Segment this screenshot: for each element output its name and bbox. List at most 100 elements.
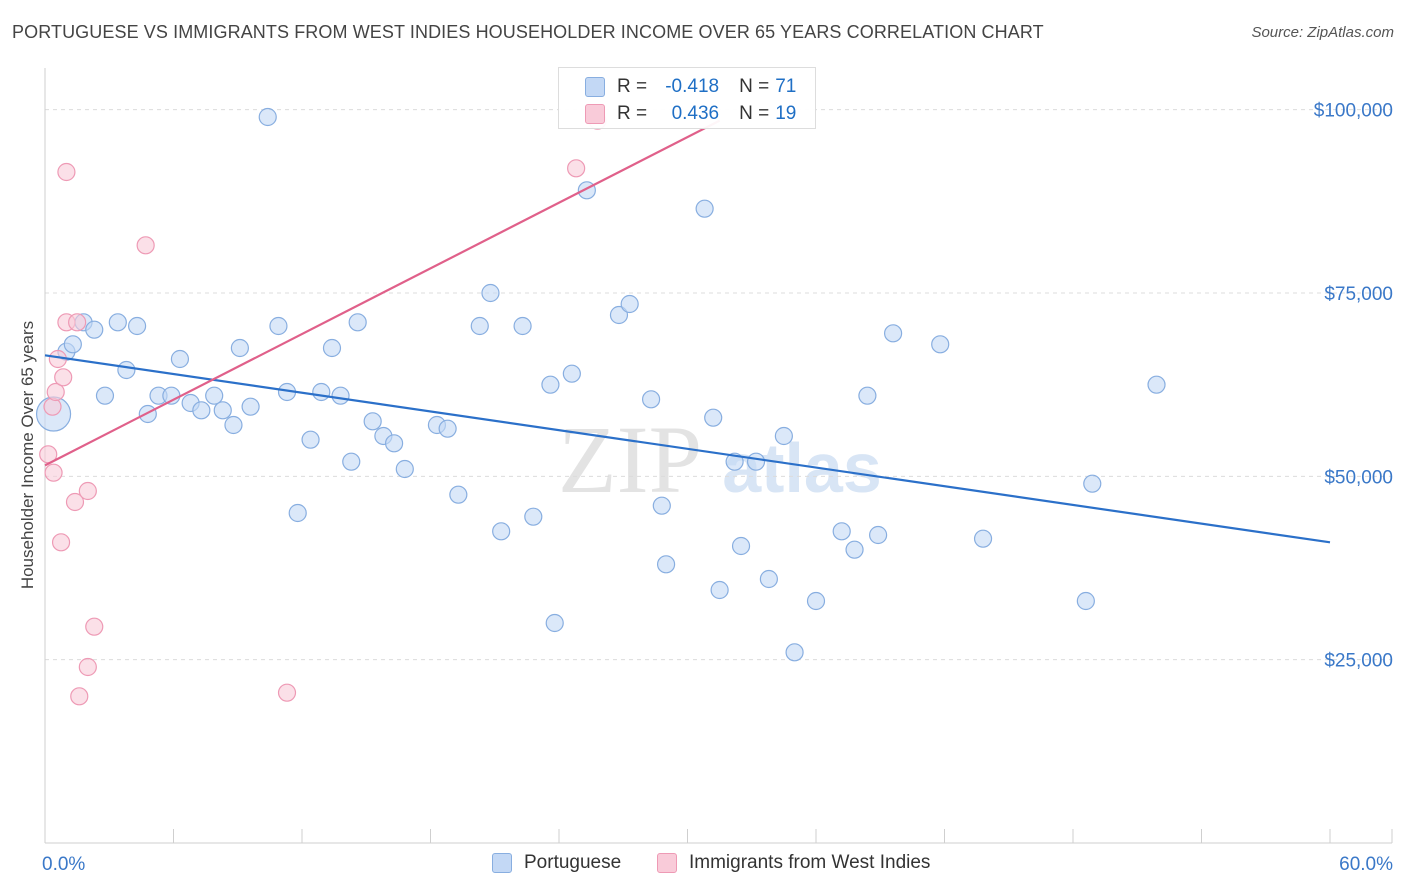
portuguese-point <box>513 316 532 336</box>
portuguese-point <box>973 529 993 548</box>
legend-r-label: R = <box>617 76 648 97</box>
legend-swatch-pink <box>585 104 605 124</box>
west-indies-point <box>54 368 73 387</box>
portuguese-point <box>342 452 361 471</box>
legend-item-portuguese[interactable]: Portuguese <box>492 852 621 874</box>
legend-item-west-indies[interactable]: Immigrants from West Indies <box>657 852 930 874</box>
portuguese-point <box>710 580 729 600</box>
portuguese-point <box>108 313 127 332</box>
portuguese-point <box>288 503 307 523</box>
portuguese-point <box>117 360 136 380</box>
portuguese-point <box>492 522 511 541</box>
portuguese-point <box>845 540 864 559</box>
portuguese-point <box>858 386 877 405</box>
y-tick-label: $25,000 <box>1324 651 1393 672</box>
legend-row-portuguese: R = -0.418 N = 71 <box>585 74 796 100</box>
west-indies-point <box>65 492 85 512</box>
portuguese-point <box>652 496 671 515</box>
portuguese-point <box>127 316 147 336</box>
legend-r-value: -0.418 <box>665 76 720 97</box>
portuguese-point <box>63 335 82 354</box>
portuguese-point <box>869 525 888 545</box>
portuguese-point <box>883 324 903 343</box>
portuguese-point <box>656 555 676 574</box>
west-indies-point <box>78 481 97 501</box>
portuguese-point <box>541 375 560 394</box>
legend-swatch-pink <box>657 853 677 873</box>
portuguese-point <box>213 401 232 420</box>
portuguese-point <box>481 283 500 303</box>
west-indies-point <box>68 313 87 332</box>
west-indies-point <box>85 617 104 636</box>
y-tick-labels: $100,000 $75,000 $50,000 $25,000 <box>1314 101 1393 672</box>
portuguese-point <box>562 364 581 383</box>
legend-n-label: N = <box>739 103 770 124</box>
portuguese-point <box>641 390 661 409</box>
portuguese-point <box>1147 375 1166 394</box>
portuguese-point <box>192 401 211 420</box>
watermark-atlas: atlas <box>722 429 882 507</box>
portuguese-point <box>348 313 367 332</box>
portuguese-point <box>759 569 778 589</box>
west-indies-trend-line <box>44 119 721 467</box>
y-tick-label: $100,000 <box>1314 101 1393 122</box>
portuguese-point <box>620 294 639 314</box>
watermark-zip: ZIP <box>558 406 702 513</box>
legend-r-value: 0.436 <box>671 103 720 124</box>
x-tick-label: 60.0% <box>1339 854 1393 875</box>
portuguese-point <box>785 643 804 662</box>
legend-row-west-indies: R = 0.436 N = 19 <box>585 101 796 127</box>
portuguese-point <box>301 430 320 449</box>
watermark: ZIP atlas <box>558 406 882 513</box>
legend-r-label: R = <box>617 103 648 124</box>
chart-title: PORTUGUESE VS IMMIGRANTS FROM WEST INDIE… <box>12 22 1044 42</box>
portuguese-point <box>258 107 277 127</box>
west-indies-point <box>46 382 65 402</box>
portuguese-point <box>931 335 950 354</box>
legend-swatch-blue <box>585 77 605 97</box>
x-tick-label: 0.0% <box>42 854 85 875</box>
portuguese-point <box>832 522 851 541</box>
y-tick-label: $75,000 <box>1324 284 1393 305</box>
portuguese-point <box>806 591 826 611</box>
source-credit: Source: ZipAtlas.com <box>1251 24 1394 41</box>
portuguese-point <box>363 412 382 431</box>
portuguese-point <box>95 386 115 405</box>
portuguese-point <box>774 426 793 446</box>
west-indies-point <box>78 657 97 677</box>
portuguese-trend-line <box>44 354 1331 544</box>
portuguese-point <box>230 338 249 358</box>
legend-n-label: N = <box>739 76 770 97</box>
portuguese-point <box>1083 474 1102 493</box>
west-indies-point <box>44 463 63 482</box>
portuguese-point <box>170 349 190 369</box>
portuguese-point <box>241 397 260 416</box>
west-indies-point <box>43 397 62 416</box>
portuguese-point <box>524 507 543 526</box>
portuguese-point <box>695 199 714 218</box>
portuguese-point <box>746 452 766 471</box>
legend-n-value: 19 <box>775 103 797 124</box>
axes <box>44 68 1393 844</box>
portuguese-point <box>449 485 468 504</box>
portuguese-point <box>545 613 564 633</box>
portuguese-point <box>322 338 342 358</box>
west-indies-point <box>57 162 76 182</box>
data-points <box>35 107 1166 706</box>
portuguese-point <box>395 459 414 479</box>
portuguese-point <box>269 316 288 336</box>
portuguese-point <box>205 386 224 405</box>
west-indies-point <box>277 683 297 702</box>
portuguese-point <box>224 415 243 435</box>
trend-lines <box>44 119 1331 544</box>
portuguese-point <box>609 305 629 325</box>
portuguese-point <box>704 408 723 427</box>
west-indies-point <box>136 236 155 255</box>
west-indies-point <box>51 533 71 552</box>
portuguese-point <box>384 434 404 453</box>
portuguese-point <box>731 536 751 556</box>
legend-label-portuguese: Portuguese <box>524 852 622 873</box>
portuguese-point <box>331 386 350 405</box>
x-tick-labels: 0.0% 60.0% <box>42 854 1393 875</box>
